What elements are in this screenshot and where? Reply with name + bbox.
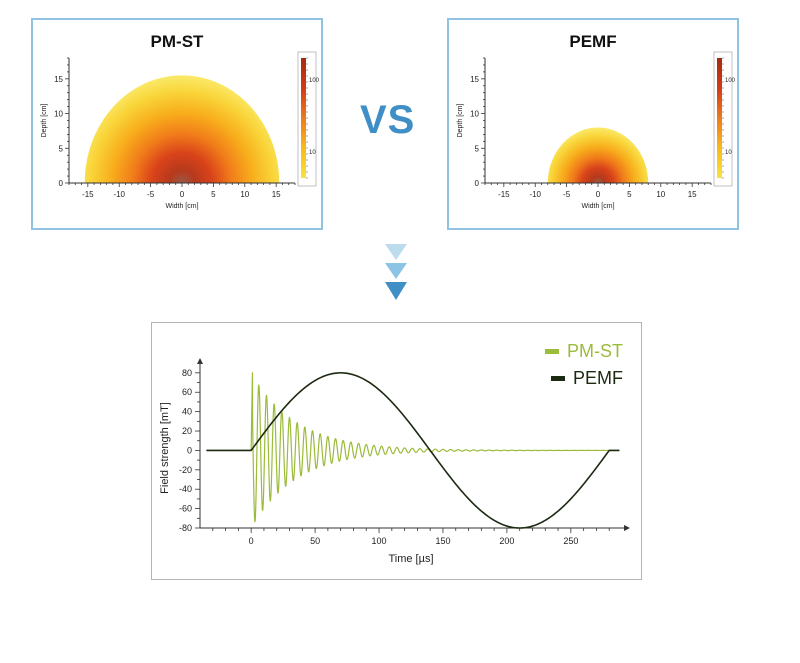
colorbar-tick-label: 100 <box>309 78 320 84</box>
y-tick-label: -40 <box>179 484 192 494</box>
legend-swatch <box>545 349 559 354</box>
y-tick-label: 60 <box>182 387 192 397</box>
x-tick-label: -5 <box>563 190 571 199</box>
x-tick-label: 50 <box>310 536 320 546</box>
x-tick-label: 10 <box>656 190 665 199</box>
field-region <box>547 127 649 183</box>
x-axis-label: Time [µs] <box>388 553 433 565</box>
x-tick-label: -5 <box>147 190 155 199</box>
down-arrows-icon <box>385 244 407 300</box>
y-tick-label: 80 <box>182 368 192 378</box>
y-tick-label: 15 <box>470 75 479 84</box>
x-tick-label: 0 <box>596 190 601 199</box>
x-tick-label: -10 <box>529 190 541 199</box>
field-strength-chart-panel: 0 50 100 150 200 250 80 60 40 20 0 -20 -40 -60 -80 Time… <box>151 322 642 580</box>
y-tick-label: 20 <box>182 426 192 436</box>
x-tick-label: -10 <box>113 190 125 199</box>
x-tick-label: 5 <box>211 190 216 199</box>
pmst-field-map: -15 -10 -5 0 5 10 15 0 5 10 15 Width [cm] Depth [cm]… <box>41 51 320 210</box>
colorbar <box>717 58 722 178</box>
legend-swatch <box>550 376 565 381</box>
y-tick-label: 10 <box>54 110 63 119</box>
colorbar-tick-label: 100 <box>725 78 736 84</box>
x-tick-label: 15 <box>688 190 697 199</box>
x-tick-label: 0 <box>180 190 185 199</box>
x-axis-arrow-icon <box>624 525 630 531</box>
pmst-field-map-panel: PM-ST -15 -10 -5 0 5 10 15 0 5 10 15 Width [cm] Dept… <box>31 18 323 230</box>
colorbar <box>301 58 306 178</box>
x-tick-label: 250 <box>563 536 578 546</box>
arrow-down-icon <box>385 282 407 300</box>
arrow-down-icon <box>385 244 407 260</box>
x-tick-label: 0 <box>249 536 254 546</box>
legend-item-pmst: PM-ST <box>545 341 623 362</box>
legend-label: PM-ST <box>567 341 623 361</box>
colorbar-tick-label: 10 <box>725 150 732 156</box>
x-axis-label: Width [cm] <box>581 203 614 210</box>
series-line-pemf <box>206 372 620 529</box>
field-region <box>84 75 280 183</box>
y-tick-label: 0 <box>59 179 64 188</box>
series-line-pm-st <box>205 372 620 523</box>
y-tick-label: 40 <box>182 407 192 417</box>
chart-title: PM-ST <box>150 32 204 51</box>
y-axis-label: Depth [cm] <box>457 104 464 138</box>
colorbar-tick-label: 10 <box>309 150 316 156</box>
legend-item-pemf: PEMF <box>550 368 623 389</box>
y-tick-label: 5 <box>59 144 64 153</box>
y-tick-label: 0 <box>187 445 192 455</box>
x-tick-label: 15 <box>272 190 281 199</box>
y-axis-arrow-icon <box>197 358 203 364</box>
y-tick-label: 5 <box>475 144 480 153</box>
y-tick-label: -20 <box>179 465 192 475</box>
x-tick-label: 10 <box>240 190 249 199</box>
chart-title: PEMF <box>569 32 617 51</box>
y-axis-label: Depth [cm] <box>41 104 48 138</box>
arrow-down-icon <box>385 263 407 279</box>
y-tick-label: -80 <box>179 523 192 533</box>
y-tick-label: 0 <box>475 179 480 188</box>
x-tick-label: 100 <box>372 536 387 546</box>
x-tick-label: -15 <box>82 190 94 199</box>
x-tick-label: 200 <box>499 536 514 546</box>
x-tick-label: 150 <box>435 536 450 546</box>
vs-label: VS <box>360 98 416 142</box>
pemf-field-map-panel: PEMF -15 -10 -5 0 5 10 15 0 5 10 15 Width [cm] Depth… <box>447 18 739 230</box>
x-tick-label: 5 <box>627 190 632 199</box>
y-tick-label: 15 <box>54 75 63 84</box>
y-axis-label: Field strength [mT] <box>159 402 171 494</box>
legend-label: PEMF <box>572 368 623 388</box>
y-tick-label: -60 <box>179 504 192 514</box>
field-strength-chart: 0 50 100 150 200 250806040200-20-40-60-80Time… <box>159 358 630 565</box>
y-tick-label: 10 <box>470 110 479 119</box>
x-axis-label: Width [cm] <box>165 203 198 210</box>
x-tick-label: -15 <box>498 190 510 199</box>
pemf-field-map: -15 -10 -5 0 5 10 15 0 5 10 15 Width [cm] Depth [cm]… <box>457 51 736 210</box>
